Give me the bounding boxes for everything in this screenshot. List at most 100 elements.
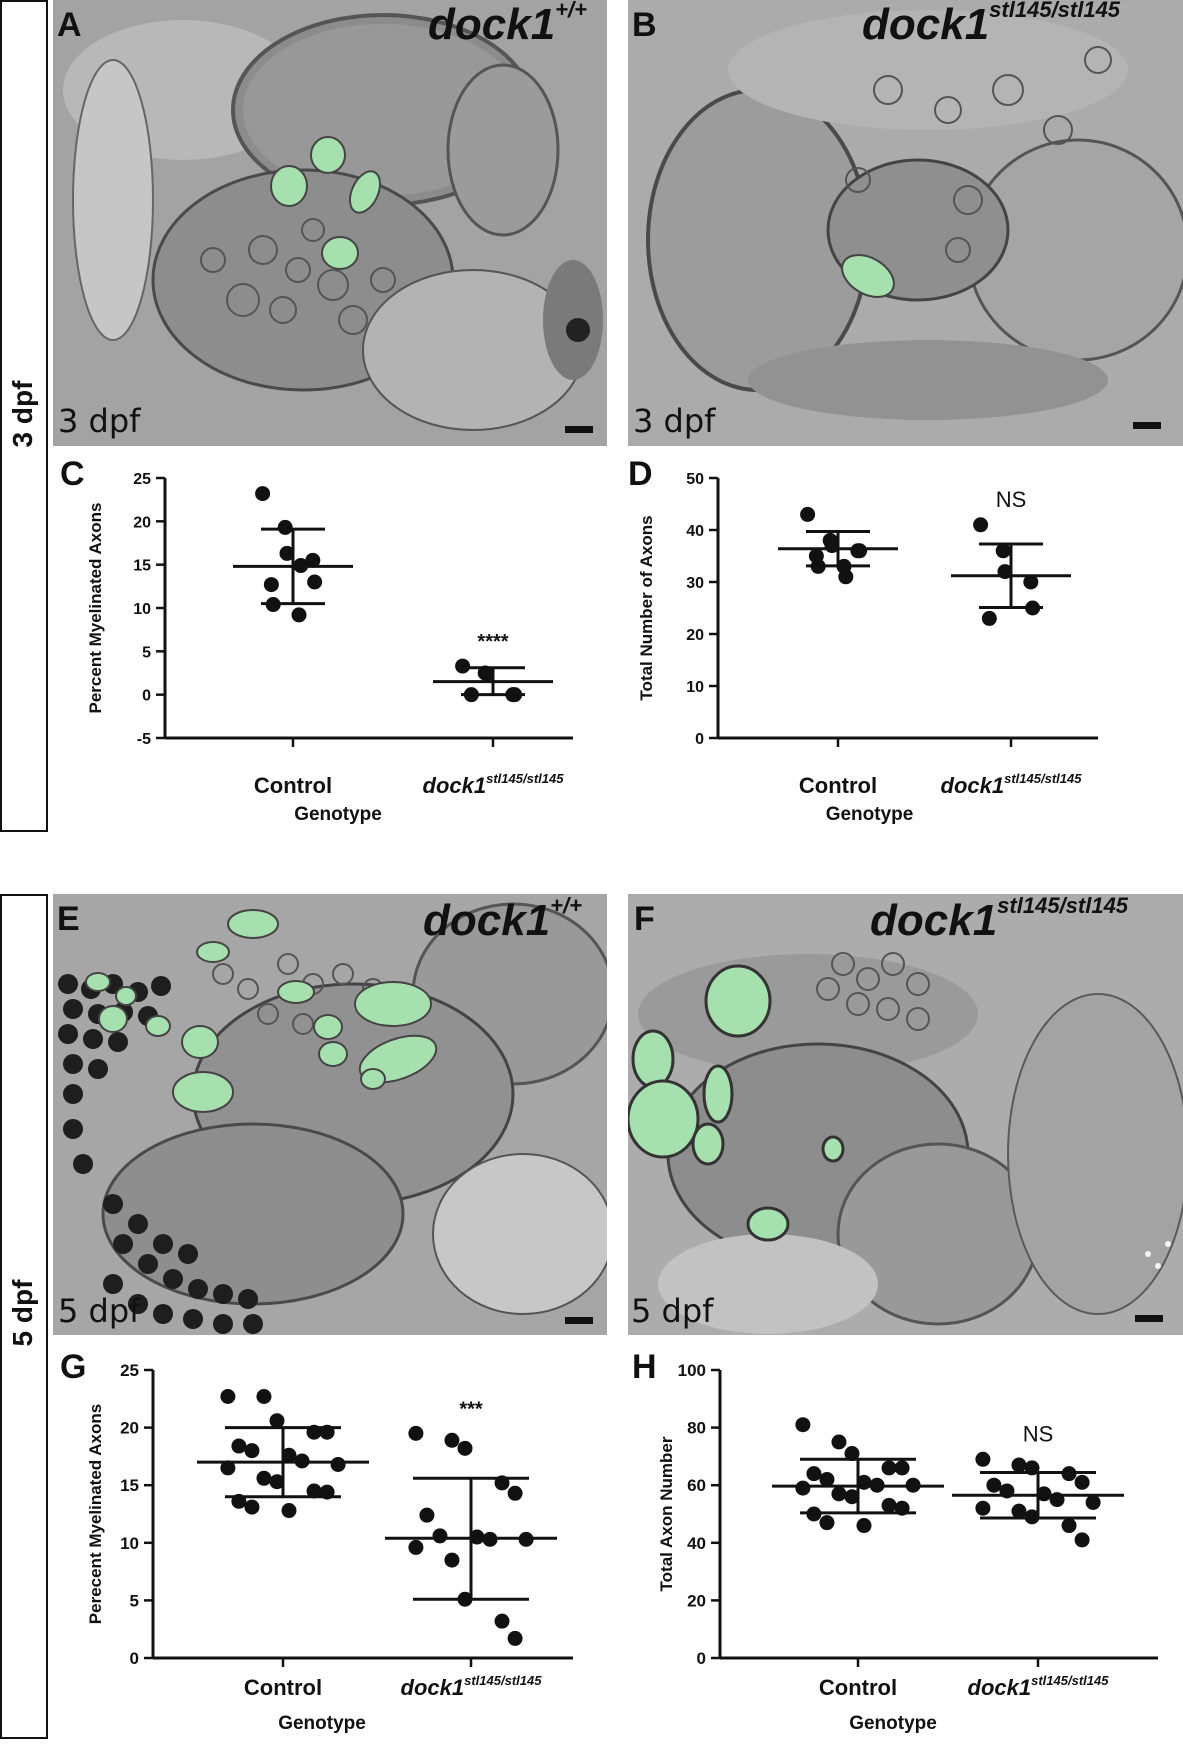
- stage-label-b: 3 dpf: [633, 402, 716, 440]
- data-point: [1074, 1474, 1090, 1490]
- data-point: [838, 569, 854, 585]
- myelinated-axon-highlights: [85, 909, 438, 1113]
- data-point: [973, 517, 989, 533]
- myelinated-axon-highlights: [628, 964, 845, 1242]
- genotype-label-e: dock1+/+: [423, 893, 582, 945]
- panel-letter-a: A: [57, 6, 82, 44]
- data-point: [281, 1503, 297, 1519]
- scale-bar-a: [565, 426, 593, 433]
- x-category-label: Control: [244, 1675, 322, 1700]
- data-point: [231, 1438, 247, 1454]
- y-tick-label: 15: [133, 558, 151, 575]
- x-category-label: dock1stl145/stl145: [423, 771, 565, 798]
- data-point: [494, 1613, 510, 1629]
- data-point: [981, 610, 997, 626]
- data-point: [507, 1485, 523, 1501]
- y-tick-label: 10: [133, 601, 151, 618]
- y-tick-label: -5: [137, 731, 151, 748]
- data-point: [220, 1460, 236, 1476]
- data-point: [419, 1507, 435, 1523]
- stage-label-e: 5 dpf: [58, 1292, 141, 1330]
- y-axis-label: Percent Myelinated Axons: [86, 503, 105, 714]
- y-tick-label: 0: [130, 1649, 139, 1668]
- micrograph-f: [628, 894, 1183, 1335]
- data-point: [455, 658, 471, 674]
- x-category-label: dock1stl145/stl145: [401, 1673, 543, 1700]
- significance-annotation: NS: [996, 487, 1027, 512]
- x-axis-label: Genotype: [849, 1713, 937, 1734]
- significance-annotation: ****: [477, 631, 508, 653]
- panel-letter-d: D: [628, 455, 653, 493]
- x-axis-label: Genotype: [294, 804, 382, 825]
- data-point: [1011, 1503, 1027, 1519]
- data-point: [306, 1483, 322, 1499]
- panel-letter-f: F: [634, 900, 655, 938]
- y-tick-label: 100: [678, 1361, 706, 1380]
- data-point: [795, 1480, 811, 1496]
- data-point: [1011, 1457, 1027, 1473]
- myelinated-axon-highlight: [841, 254, 895, 298]
- x-category-label: Control: [799, 773, 877, 798]
- data-point: [881, 1460, 897, 1476]
- y-tick-label: 20: [686, 627, 704, 644]
- y-tick-label: 20: [120, 1419, 139, 1438]
- data-point: [831, 1486, 847, 1502]
- y-tick-label: 0: [695, 731, 704, 748]
- data-point: [281, 1447, 297, 1463]
- data-point: [307, 574, 323, 590]
- data-point: [263, 577, 279, 593]
- data-point: [844, 1446, 860, 1462]
- data-point: [1085, 1494, 1101, 1510]
- data-point: [457, 1440, 473, 1456]
- x-category-label: Control: [254, 773, 332, 798]
- y-axis-label: Perecent Myelinated Axons: [86, 1404, 105, 1624]
- data-point: [277, 519, 293, 535]
- data-point: [305, 552, 321, 568]
- data-point: [975, 1500, 991, 1516]
- y-axis-label: Total Axon Number: [657, 1436, 676, 1591]
- data-point: [408, 1425, 424, 1441]
- y-tick-label: 5: [142, 644, 151, 661]
- data-point: [819, 1515, 835, 1531]
- stage-label-f: 5 dpf: [631, 1292, 714, 1330]
- panel-letter-g: G: [60, 1348, 87, 1386]
- scale-bar-f: [1135, 1315, 1163, 1322]
- data-point: [1061, 1518, 1077, 1534]
- data-point: [244, 1443, 260, 1459]
- panel-letter-b: B: [632, 6, 657, 44]
- y-tick-label: 10: [686, 679, 704, 696]
- data-point: [507, 1630, 523, 1646]
- myelinated-axon-highlights: [270, 136, 382, 270]
- chart-d: 0 10 20 30 40 50 Total Number of Axons Control d…: [628, 448, 1183, 832]
- genotype-label-b: dock1stl145/stl145: [862, 0, 1121, 49]
- data-point: [444, 1432, 460, 1448]
- data-point: [269, 1413, 285, 1429]
- data-point: [844, 1489, 860, 1505]
- chart-g: 0 5 10 15 20 25 Perecent Myelinated Axons Contr…: [53, 1340, 607, 1739]
- genotype-label-a: dock1+/+: [428, 0, 587, 49]
- y-tick-label: 60: [687, 1476, 706, 1495]
- panel-letter-c: C: [60, 455, 85, 493]
- y-tick-label: 5: [130, 1591, 139, 1610]
- panel-letter-e: E: [57, 900, 80, 938]
- chart-h: 0 20 40 60 80 100 Total Axon Number Control dock…: [628, 1340, 1183, 1739]
- row-5dpf-box: [0, 894, 48, 1739]
- chart-c: -5 0 5 10 15 20 25 Percent Myelinated Axons Cont…: [53, 448, 607, 832]
- data-point: [852, 543, 868, 559]
- stage-label-a: 3 dpf: [58, 402, 141, 440]
- panel-letter-h: H: [632, 1348, 657, 1386]
- y-tick-label: 30: [686, 575, 704, 592]
- y-tick-label: 40: [686, 523, 704, 540]
- y-tick-label: 40: [687, 1534, 706, 1553]
- data-point: [279, 545, 295, 561]
- scale-bar-b: [1133, 422, 1161, 429]
- x-axis-label: Genotype: [278, 1713, 366, 1734]
- y-tick-label: 20: [687, 1591, 706, 1610]
- data-point: [894, 1460, 910, 1476]
- data-point: [800, 506, 816, 522]
- y-tick-label: 25: [120, 1361, 139, 1380]
- y-axis-label: Total Number of Axons: [637, 515, 656, 700]
- data-point: [256, 1388, 272, 1404]
- data-point: [244, 1499, 260, 1515]
- genotype-label-f: dock1stl145/stl145: [870, 893, 1129, 945]
